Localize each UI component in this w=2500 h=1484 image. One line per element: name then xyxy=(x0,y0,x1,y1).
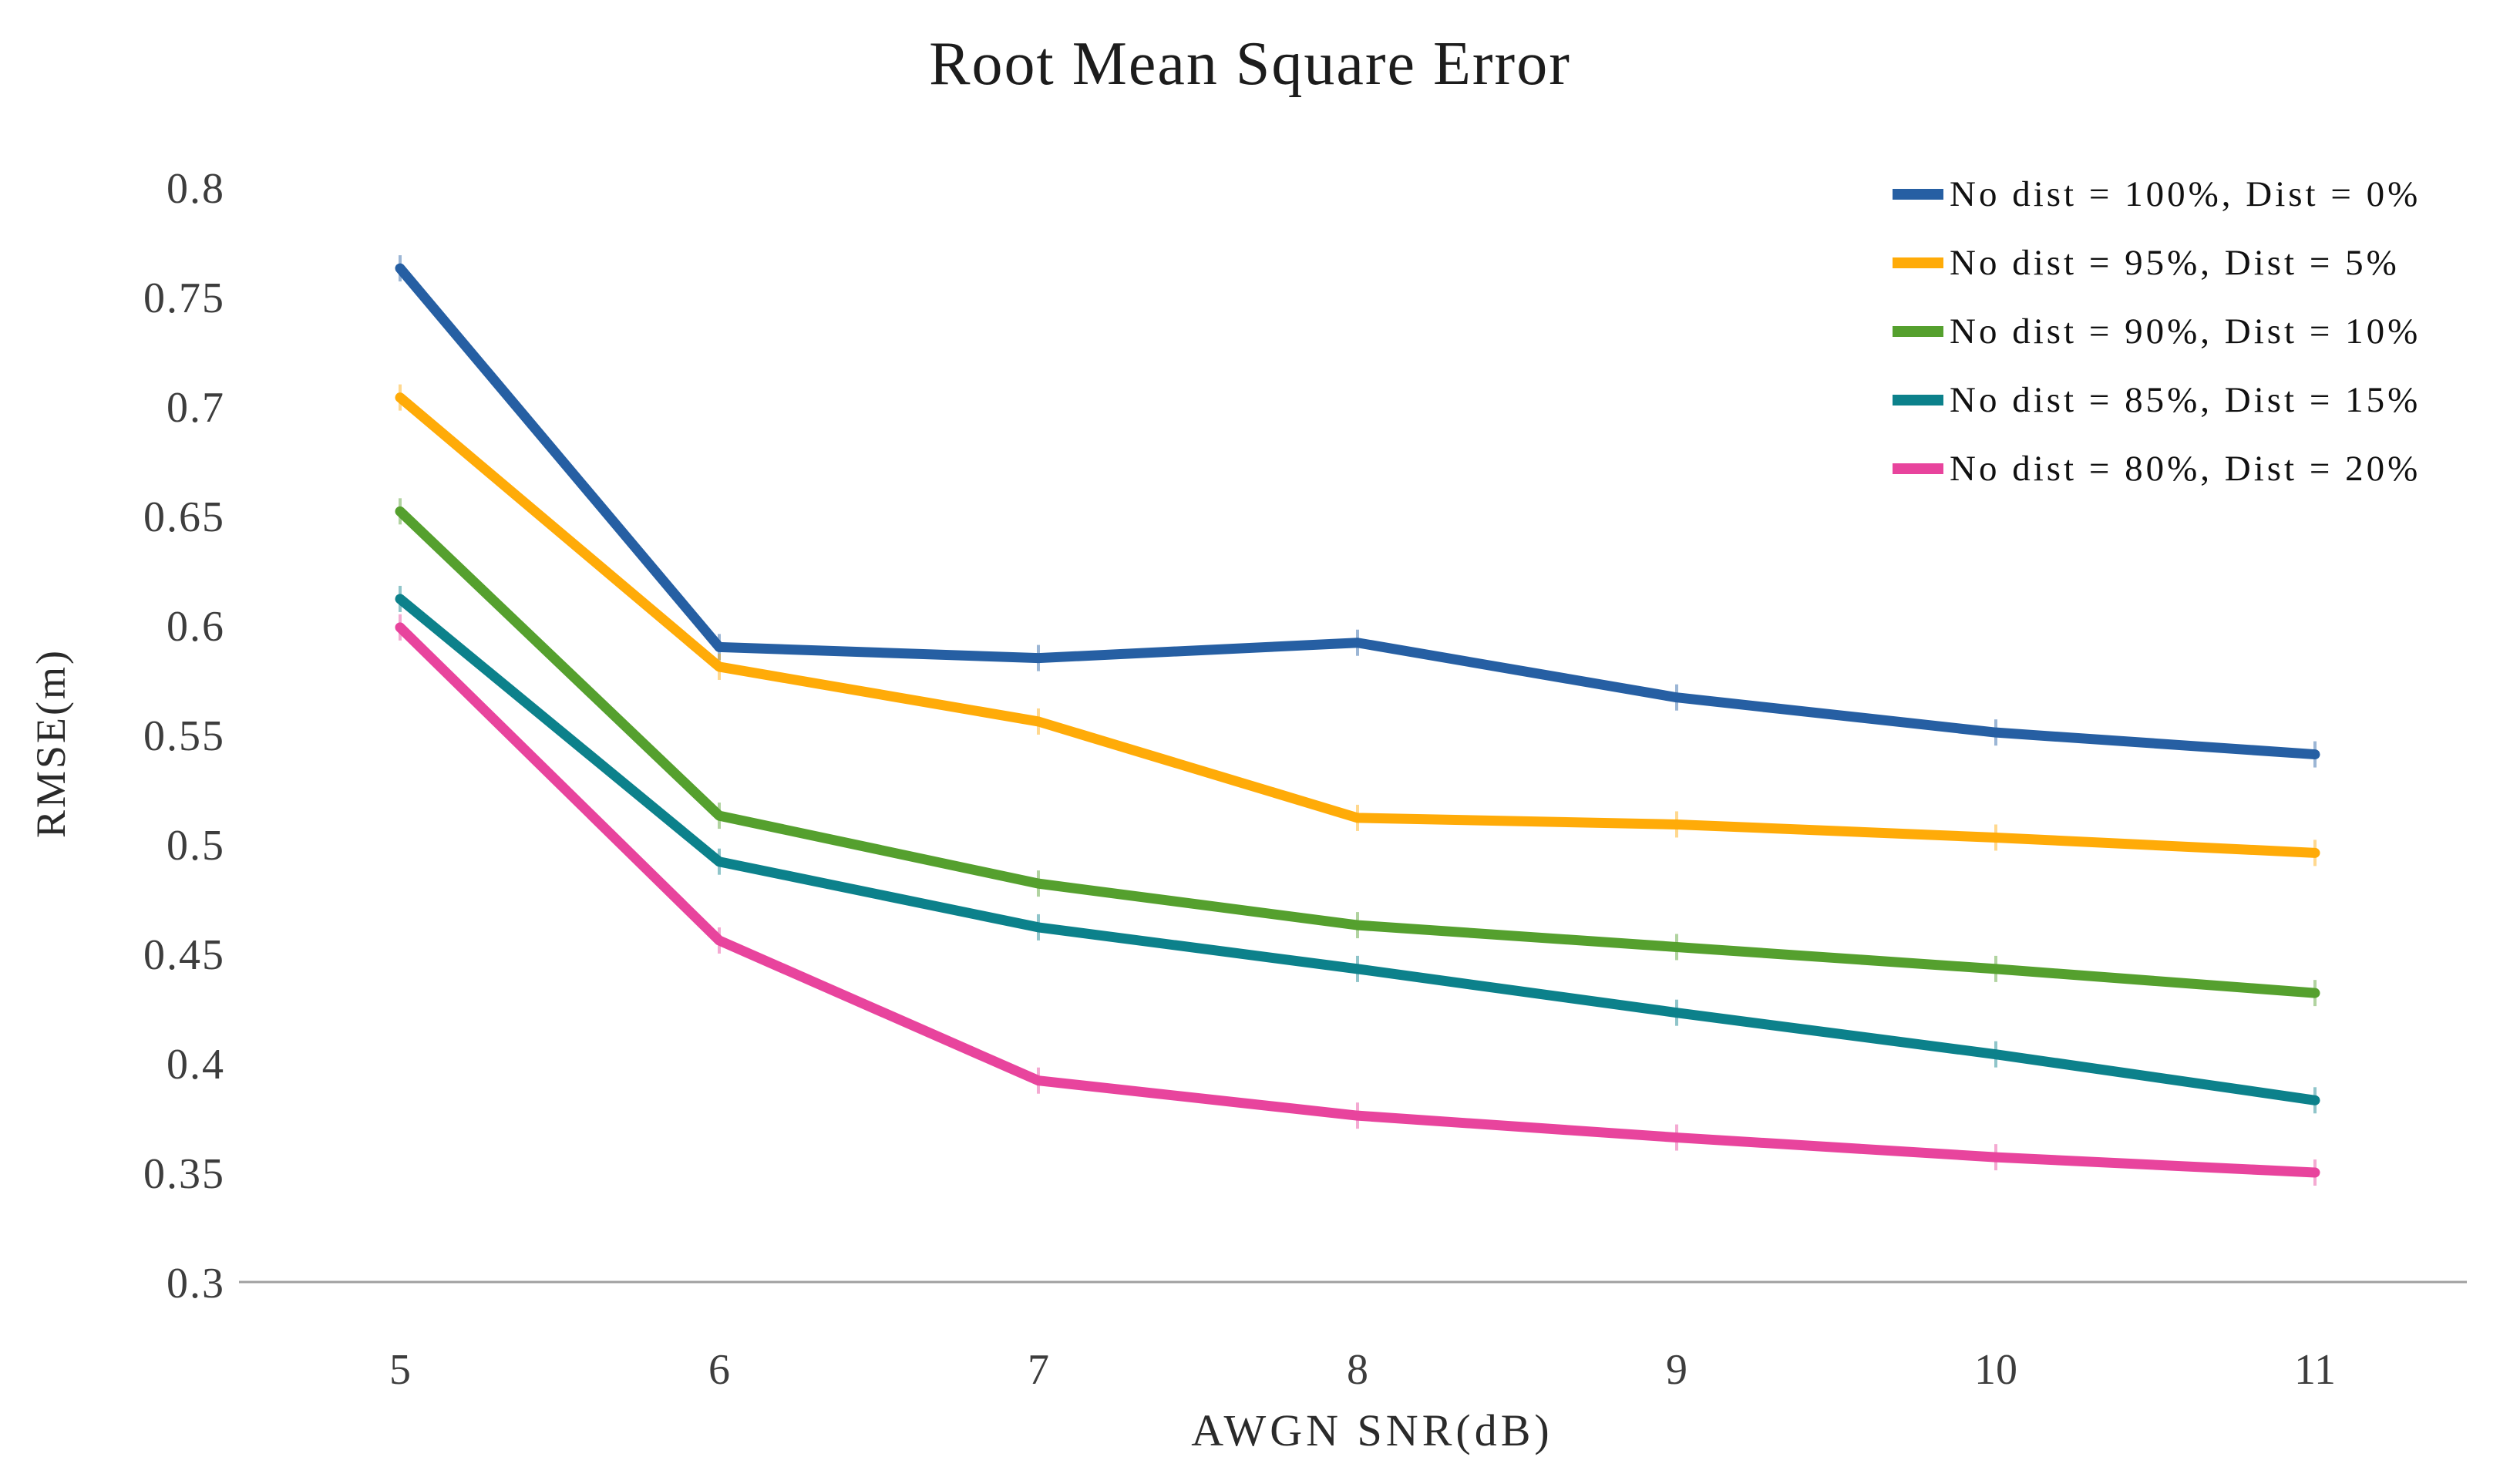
x-tick-label: 7 xyxy=(1028,1346,1049,1394)
legend-item-0: No dist = 100%, Dist = 0% xyxy=(1893,160,2421,228)
y-tick-label: 0.5 xyxy=(167,822,225,870)
legend-swatch xyxy=(1893,394,1943,405)
series-line-4 xyxy=(395,622,2320,1178)
y-tick-label: 0.3 xyxy=(167,1260,225,1307)
y-tick-label: 0.65 xyxy=(143,493,225,541)
legend-item-3: No dist = 85%, Dist = 15% xyxy=(1893,365,2421,434)
legend-item-1: No dist = 95%, Dist = 5% xyxy=(1893,228,2421,297)
legend-label: No dist = 85%, Dist = 15% xyxy=(1950,379,2421,420)
y-tick-label: 0.35 xyxy=(143,1150,225,1198)
y-axis-title: RMSE(m) xyxy=(28,648,74,839)
x-tick-label: 8 xyxy=(1347,1346,1368,1394)
y-tick-label: 0.6 xyxy=(167,603,225,651)
legend-swatch xyxy=(1893,188,1943,200)
legend: No dist = 100%, Dist = 0% No dist = 95%, … xyxy=(1893,160,2421,503)
legend-item-2: No dist = 90%, Dist = 10% xyxy=(1893,297,2421,365)
series-line-3 xyxy=(395,594,2320,1105)
x-tick-label: 6 xyxy=(708,1346,730,1394)
chart-title: Root Mean Square Error xyxy=(929,30,1571,98)
legend-label: No dist = 80%, Dist = 20% xyxy=(1950,448,2421,489)
x-axis-title: AWGN SNR(dB) xyxy=(1191,1405,1553,1455)
legend-label: No dist = 90%, Dist = 10% xyxy=(1950,311,2421,352)
legend-swatch xyxy=(1893,325,1943,337)
legend-swatch xyxy=(1893,257,1943,268)
x-tick-label: 11 xyxy=(2294,1346,2336,1394)
series-line-2 xyxy=(395,506,2320,998)
series-line-1 xyxy=(395,392,2320,858)
legend-label: No dist = 95%, Dist = 5% xyxy=(1950,242,2400,283)
y-tick-label: 0.4 xyxy=(167,1041,225,1089)
y-tick-label: 0.55 xyxy=(143,712,225,760)
y-tick-label: 0.45 xyxy=(143,931,225,979)
x-tick-label: 9 xyxy=(1666,1346,1687,1394)
legend-item-4: No dist = 80%, Dist = 20% xyxy=(1893,434,2421,503)
y-tick-label: 0.8 xyxy=(167,165,225,213)
legend-label: No dist = 100%, Dist = 0% xyxy=(1950,173,2421,214)
y-tick-label: 0.75 xyxy=(143,274,225,322)
legend-swatch xyxy=(1893,463,1943,474)
y-tick-label: 0.7 xyxy=(167,384,225,432)
series-line-0 xyxy=(395,263,2320,760)
x-tick-label: 10 xyxy=(1974,1346,2017,1394)
x-tick-label: 5 xyxy=(389,1346,411,1394)
